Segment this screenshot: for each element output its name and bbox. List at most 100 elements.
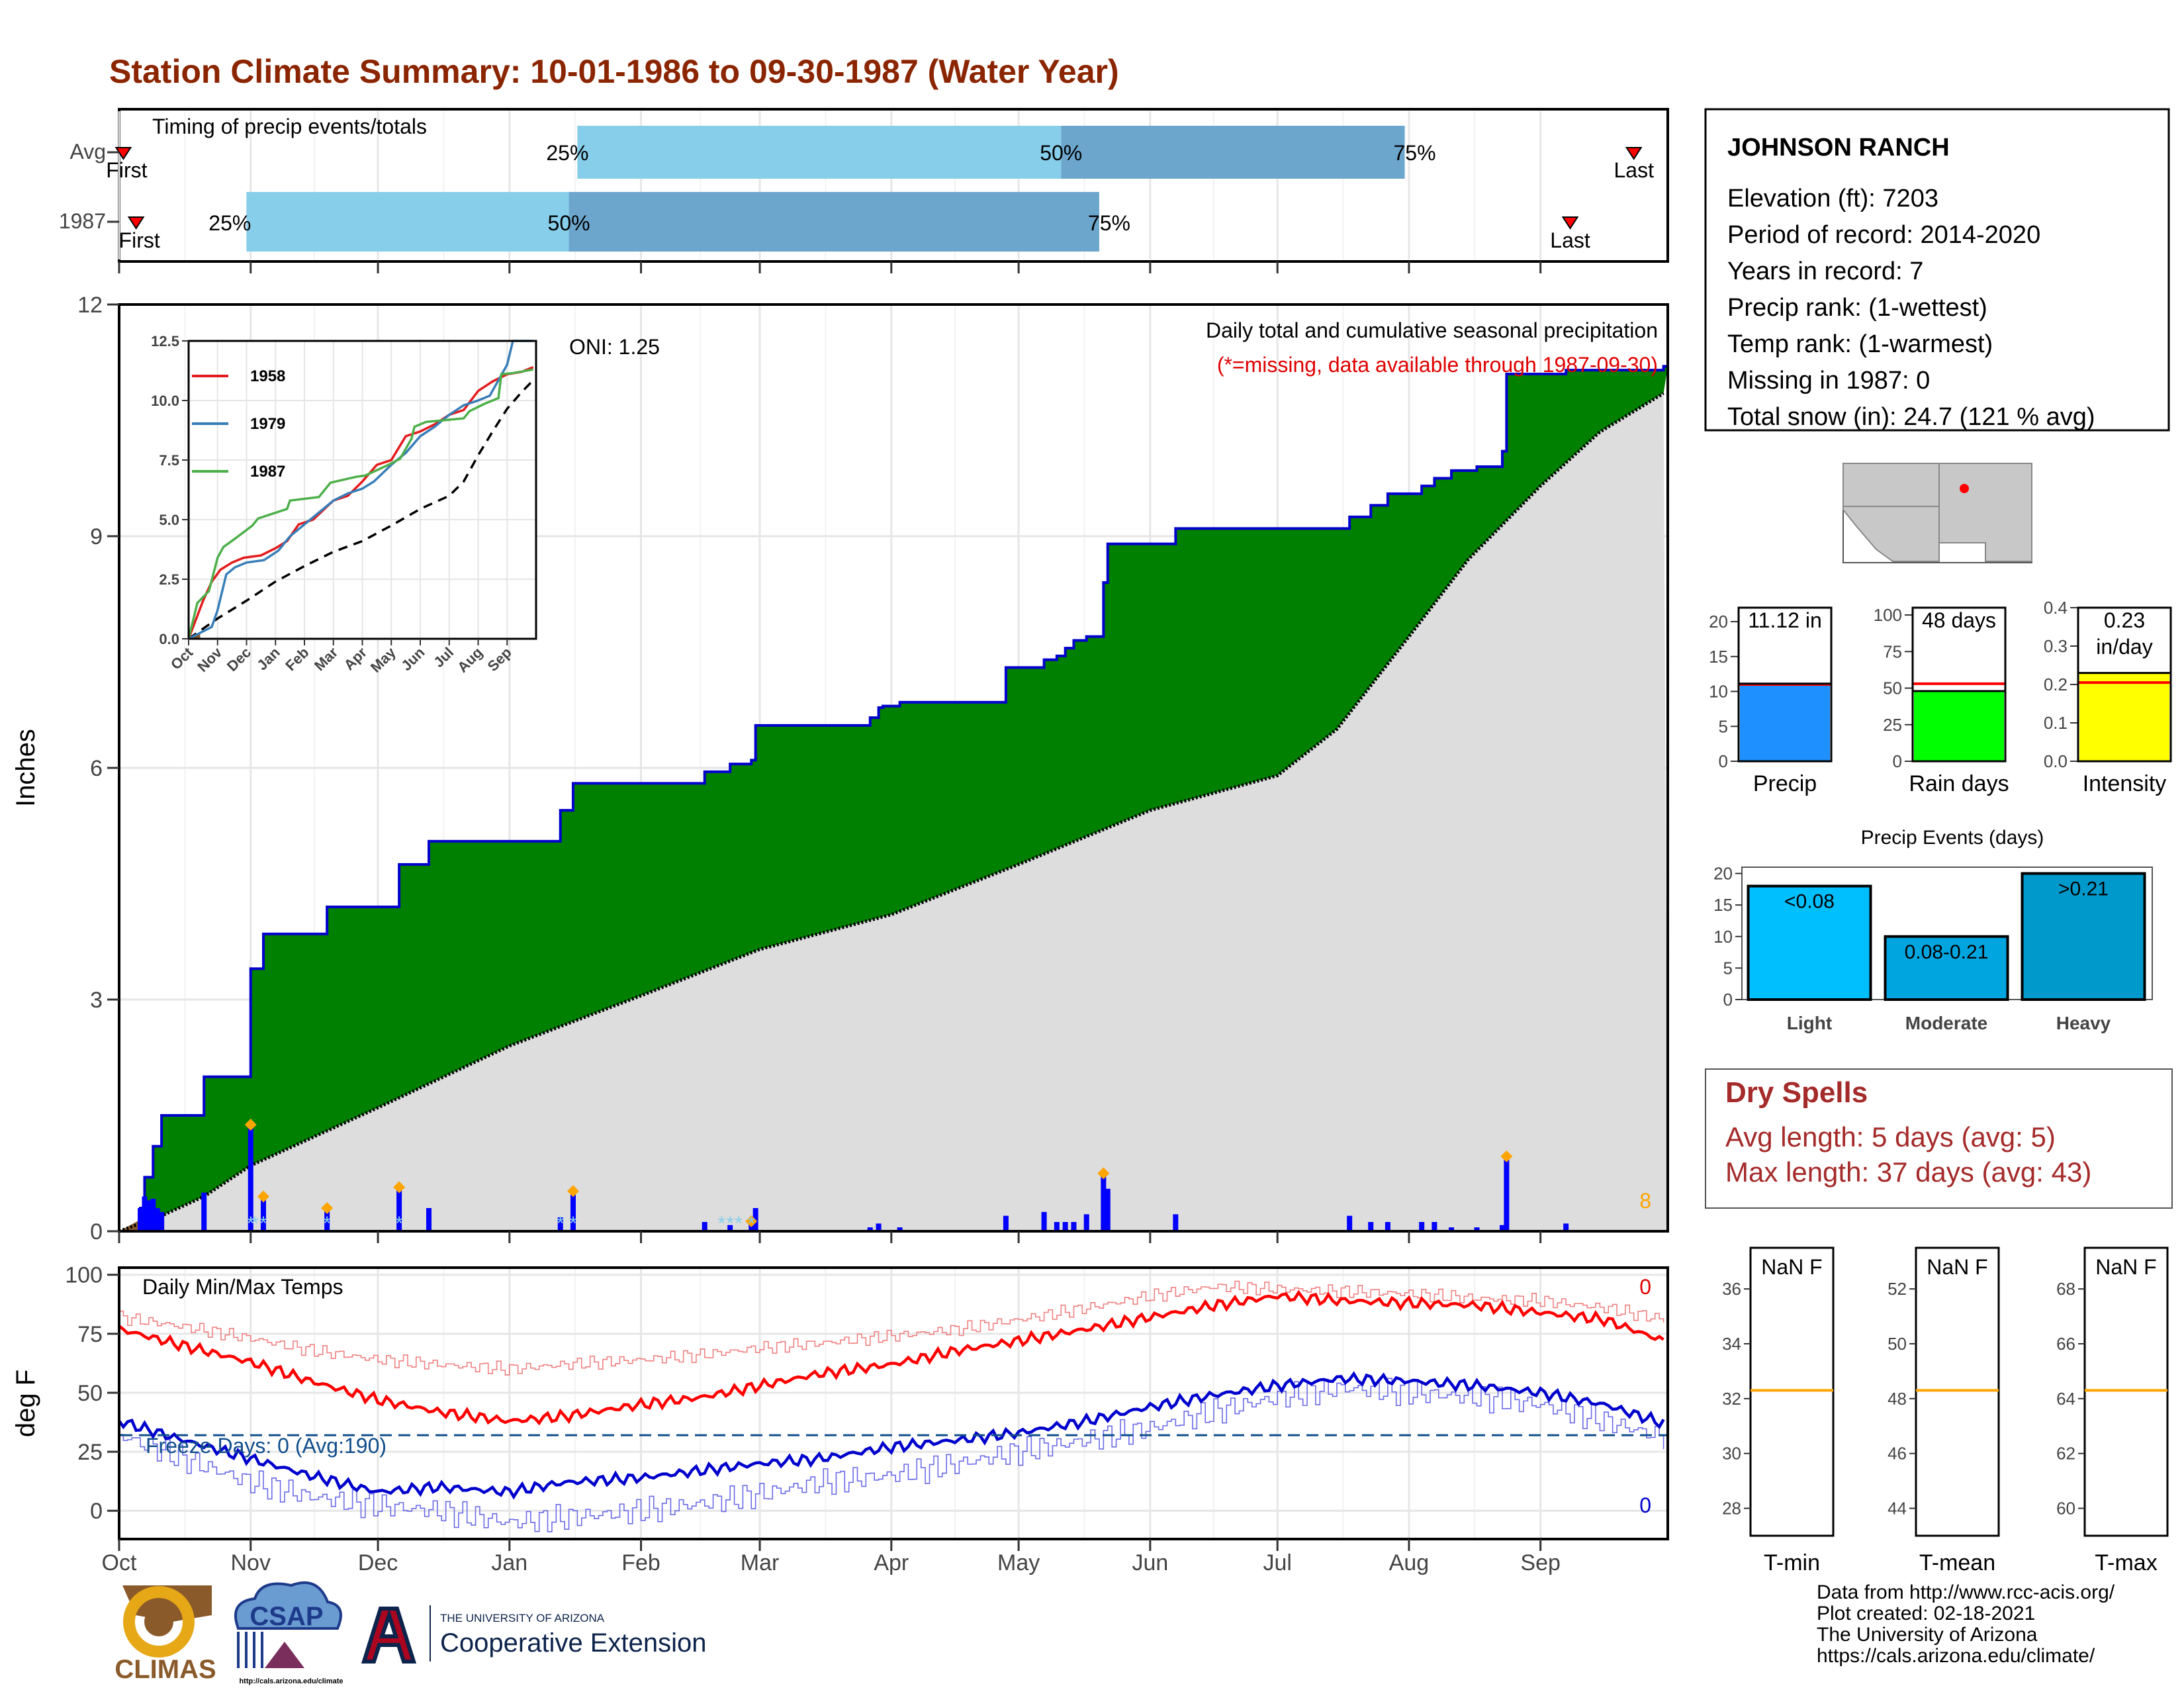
tmin-count: 0: [1639, 1493, 1651, 1517]
temp-box-tick-label: 50: [1888, 1334, 1907, 1354]
temp-box-tick-label: 44: [1888, 1499, 1907, 1519]
daily-precip-bar: [702, 1222, 707, 1231]
inset-legend-label: 1979: [250, 415, 285, 433]
y-tick-label: 6: [90, 756, 103, 781]
last-event-marker: [1625, 147, 1643, 160]
daily-precip-bar: [557, 1217, 563, 1231]
month-label: Oct: [102, 1550, 137, 1575]
daily-precip-bar: [201, 1192, 207, 1231]
rank-tick-label: 0: [1893, 751, 1902, 771]
rank-bar-days: 0 25 50 75 100 48 days Rain days: [1874, 605, 2009, 796]
inset-series-1958: [187, 365, 534, 639]
snow-star-marker: *: [557, 1213, 565, 1235]
daily-precip-bar: [1083, 1214, 1089, 1231]
precip-corner-value: 8: [1639, 1189, 1651, 1213]
daily-precip-bar: [1563, 1223, 1569, 1231]
temp-panel-label: Daily Min/Max Temps: [142, 1275, 343, 1299]
footer-line-3: The University of Arizona: [1817, 1624, 2038, 1646]
month-label: Dec: [358, 1550, 398, 1575]
daily-precip-bar: [1071, 1222, 1077, 1231]
temp-box-tick-label: 28: [1722, 1499, 1741, 1519]
temp-box-tmean: 44 46 48 50 52 NaN F T-mean: [1888, 1246, 2000, 1575]
rank-tick-label: 5: [1719, 716, 1728, 736]
snow-star-marker: *: [569, 1213, 577, 1235]
dry-spells-box: Dry Spells Avg length: 5 days (avg: 5) M…: [1705, 1068, 2173, 1209]
daily-precip-bar: [1368, 1222, 1374, 1231]
figure-title: Station Climate Summary: 10-01-1986 to 0…: [109, 53, 1119, 90]
station-line-precip-rank: Precip rank: (1-wettest): [1727, 294, 1987, 322]
timing-avg-last-label: Last: [1614, 158, 1654, 182]
timing-1987-p25-label: 25%: [208, 211, 251, 235]
snow-star-marker: *: [395, 1213, 403, 1235]
rank-tick-label: 75: [1883, 641, 1902, 661]
temp-y-tick-label: 75: [77, 1322, 103, 1347]
rank-value-bar: [1740, 683, 1830, 761]
rank-tick-label: 10: [1709, 682, 1728, 702]
daily-precip-bar: [1504, 1158, 1510, 1231]
month-label: Jul: [1263, 1550, 1291, 1575]
month-label: Sep: [1520, 1550, 1561, 1575]
tmin-observed-line: [118, 1371, 1665, 1500]
inset-y-tick-label: 2.5: [159, 571, 179, 588]
snow-star-marker: *: [747, 1213, 755, 1235]
inset-series-1979: [188, 340, 533, 640]
timing-avg-p25-label: 25%: [546, 141, 588, 165]
station-line-missing: Missing in 1987: 0: [1727, 367, 1930, 395]
rank-outline: [2077, 606, 2172, 763]
inset-legend-label: 1958: [250, 367, 285, 385]
footer-line-2: Plot created: 02-18-2021: [1817, 1603, 2035, 1624]
station-line-period: Period of record: 2014-2020: [1727, 221, 2040, 249]
snow-day-marker: [244, 1119, 257, 1131]
daily-precip-bar: [1432, 1222, 1437, 1231]
daily-precip-bar: [1347, 1215, 1353, 1231]
timing-1987-last-label: Last: [1550, 228, 1590, 252]
daily-precip-bar: [1499, 1225, 1505, 1231]
rank-tick-label: 0.2: [2044, 675, 2068, 694]
temp-box-value: NaN F: [1761, 1255, 1822, 1279]
daily-precip-bar: [1173, 1214, 1179, 1231]
freeze-days-text: Freeze Days: 0 (Avg:190): [146, 1434, 387, 1458]
daily-precip-bar: [1419, 1222, 1425, 1231]
rank-tick-label: 25: [1883, 715, 1902, 735]
rank-value-bar: [1914, 690, 2004, 761]
timing-avg-p75-label: 75%: [1393, 141, 1435, 165]
above-average-fill: [119, 366, 1668, 1232]
events-bar-heavy: [2021, 872, 2146, 1001]
footer-credits: Data from http://www.rcc-acis.org/ Plot …: [1817, 1581, 2115, 1667]
temp-box-tick-label: 34: [1722, 1334, 1741, 1354]
footer-line-1: Data from http://www.rcc-acis.org/: [1817, 1581, 2115, 1603]
snow-day-marker: [1500, 1150, 1513, 1162]
snow-day-marker: [745, 1215, 758, 1227]
month-label: Jun: [1132, 1550, 1168, 1575]
y-tick-label: 0: [90, 1219, 103, 1244]
tmax-observed-line: [118, 1289, 1664, 1426]
inset-y-tick-label: 7.5: [159, 452, 179, 469]
temp-box-tick-label: 36: [1722, 1279, 1741, 1299]
rank-outline: [1911, 606, 2007, 763]
precip-ylabel: Inches: [11, 729, 40, 807]
y-tick-label: 12: [77, 293, 103, 318]
timing-bar-q2: [246, 192, 569, 252]
climas-logo-text: CLIMAS: [114, 1655, 216, 1684]
inset-legend-label: 1987: [250, 463, 285, 481]
rank-tick-label: 100: [1874, 605, 1902, 625]
temp-box-frame: [1749, 1246, 1835, 1537]
month-label: Feb: [621, 1550, 660, 1575]
daily-precip-bar: [159, 1211, 165, 1231]
timing-label: Timing of precip events/totals: [152, 115, 427, 138]
rank-label: Rain days: [1909, 771, 2009, 796]
temp-box-tick-label: 62: [2056, 1444, 2075, 1464]
events-tick-label: 20: [1713, 864, 1733, 884]
temp-box-tick-label: 30: [1722, 1444, 1741, 1464]
station-line-years: Years in record: 7: [1727, 258, 1923, 285]
rank-tick-label: 0.1: [2044, 713, 2068, 733]
temp-box-tick-label: 64: [2056, 1389, 2075, 1409]
rank-tick-label: 0.3: [2044, 636, 2068, 656]
daily-precip-bar: [324, 1209, 330, 1231]
snow-day-marker: [567, 1185, 579, 1197]
last-event-marker: [1561, 216, 1579, 230]
events-tick-label: 5: [1723, 958, 1733, 978]
precip-subtitle: Daily total and cumulative seasonal prec…: [1206, 318, 1658, 342]
inset-y-tick-label: 0.0: [159, 631, 179, 647]
